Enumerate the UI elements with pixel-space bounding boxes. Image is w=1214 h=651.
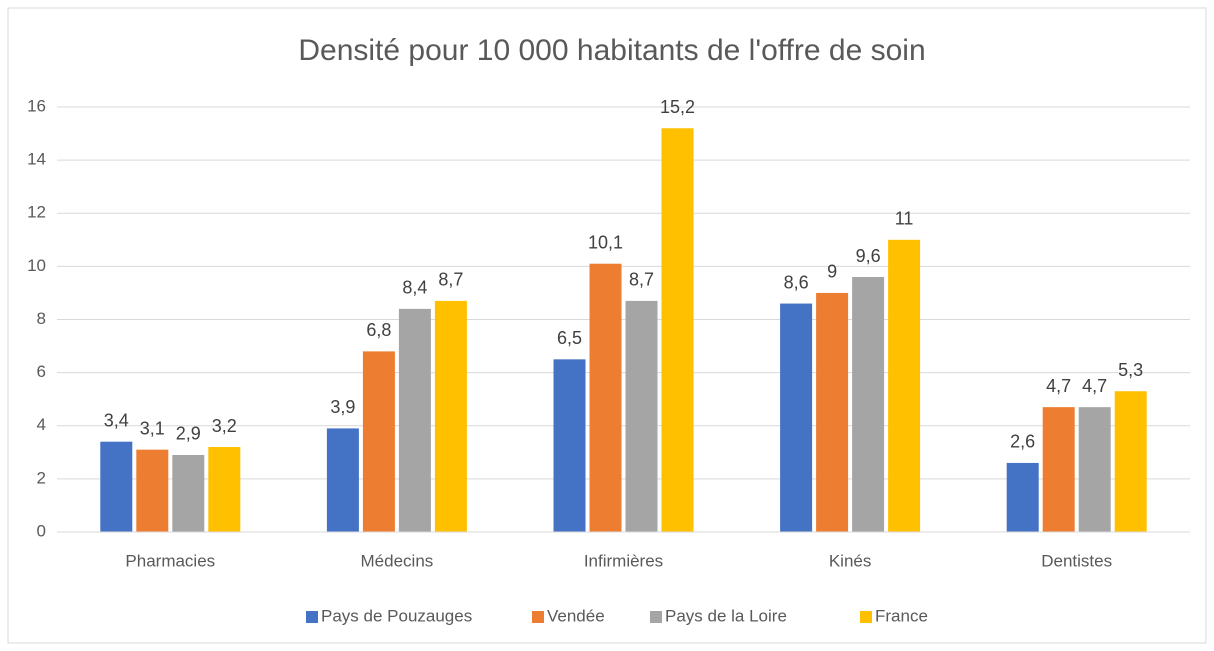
data-label: 2,9 <box>176 424 201 444</box>
data-label: 9,6 <box>856 246 881 266</box>
x-tick-label: Médecins <box>361 551 434 570</box>
data-label: 11 <box>895 209 914 229</box>
y-tick-label: 8 <box>37 309 46 328</box>
data-label: 6,8 <box>366 320 391 340</box>
y-tick-label: 2 <box>37 468 46 487</box>
legend-label: France <box>875 606 928 625</box>
bar <box>553 359 586 532</box>
data-label: 8,7 <box>438 270 463 290</box>
bar <box>589 263 622 532</box>
data-label: 4,7 <box>1082 376 1107 396</box>
bar <box>1042 407 1075 532</box>
y-tick-label: 10 <box>27 256 46 275</box>
data-label: 15,2 <box>660 97 695 117</box>
y-tick-label: 16 <box>27 96 46 115</box>
x-tick-label: Kinés <box>829 551 872 570</box>
data-label: 3,1 <box>140 418 165 438</box>
bar <box>398 308 431 532</box>
y-tick-label: 12 <box>27 203 46 222</box>
bar <box>1078 407 1111 532</box>
x-tick-label: Dentistes <box>1041 551 1112 570</box>
legend-label: Pays de Pouzauges <box>321 606 472 625</box>
y-tick-label: 4 <box>37 415 46 434</box>
bar <box>888 239 921 532</box>
legend-swatch <box>650 611 662 623</box>
bar <box>1114 391 1147 532</box>
y-tick-label: 14 <box>27 150 46 169</box>
bar <box>661 128 694 532</box>
chart-title: Densité pour 10 000 habitants de l'offre… <box>298 34 925 67</box>
data-label: 10,1 <box>588 232 623 252</box>
x-tick-label: Infirmières <box>584 551 663 570</box>
legend-label: Pays de la Loire <box>665 606 787 625</box>
legend-swatch <box>532 611 544 623</box>
y-tick-label: 0 <box>37 521 46 540</box>
data-label: 3,2 <box>212 416 237 436</box>
data-label: 6,5 <box>557 328 582 348</box>
bar <box>326 428 359 532</box>
legend-swatch <box>306 611 318 623</box>
data-label: 3,4 <box>104 410 129 430</box>
data-label: 8,4 <box>402 278 427 298</box>
bar <box>172 454 205 532</box>
bar <box>434 300 467 532</box>
bar <box>816 292 849 532</box>
bar <box>100 441 133 532</box>
bar <box>362 351 395 532</box>
bar <box>780 303 813 532</box>
data-label: 8,6 <box>784 272 809 292</box>
bar <box>208 447 241 532</box>
bar <box>136 449 169 532</box>
data-label: 3,9 <box>330 397 355 417</box>
bar <box>1006 462 1039 532</box>
legend-swatch <box>860 611 872 623</box>
data-label: 4,7 <box>1046 376 1071 396</box>
bar <box>852 277 885 532</box>
bar <box>625 300 658 532</box>
data-label: 8,7 <box>629 270 654 290</box>
legend-label: Vendée <box>547 606 605 625</box>
data-label: 5,3 <box>1118 360 1143 380</box>
data-label: 9 <box>827 262 837 282</box>
x-tick-label: Pharmacies <box>125 551 215 570</box>
y-tick-label: 6 <box>37 362 46 381</box>
data-label: 2,6 <box>1010 432 1035 452</box>
